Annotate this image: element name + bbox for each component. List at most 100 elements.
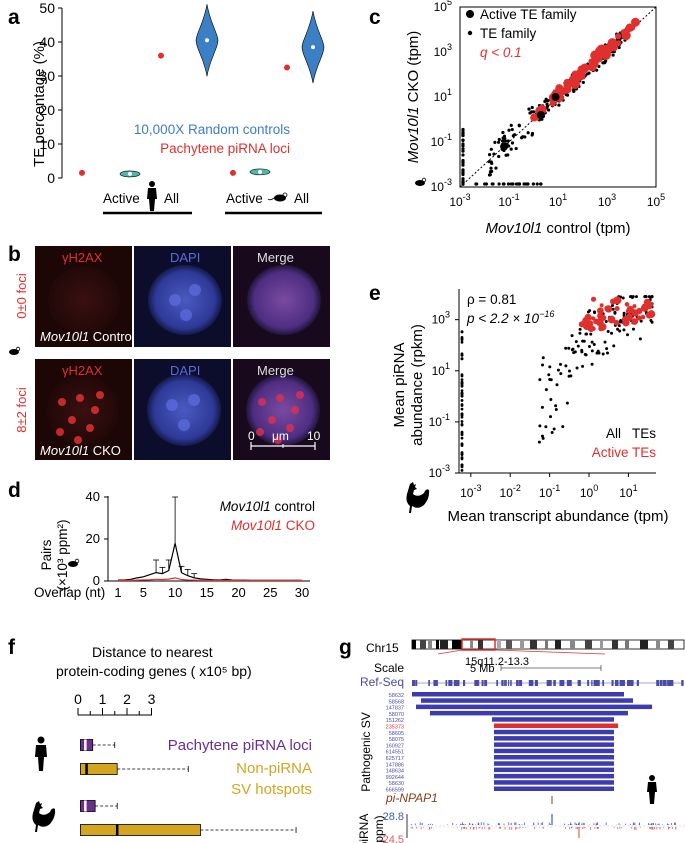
g-neg-max: -24.5 bbox=[379, 834, 404, 843]
c-point-sig bbox=[621, 30, 631, 41]
e-point bbox=[634, 295, 638, 299]
g-band-stripe bbox=[440, 640, 448, 649]
c-xtick-label: 103 bbox=[598, 192, 616, 209]
panel-a-yticks: 0 10 20 30 40 50 bbox=[39, 0, 62, 186]
c-point-edge bbox=[539, 182, 543, 186]
b-foci-count-2: 8±2 foci bbox=[14, 387, 29, 433]
e-point bbox=[571, 347, 575, 351]
a-pachytene-point bbox=[230, 169, 236, 176]
e-xtick-label: 10-3 bbox=[460, 483, 481, 500]
e-point bbox=[631, 327, 635, 331]
e-point bbox=[570, 334, 574, 338]
e-point bbox=[581, 364, 585, 368]
g-refseq-exon bbox=[445, 680, 448, 686]
c-point-edge bbox=[525, 182, 529, 186]
c-point-sig bbox=[590, 50, 600, 61]
b-r1-dapi-nucleus bbox=[148, 265, 222, 335]
c-point-sig bbox=[588, 58, 594, 64]
a-ytick-label: 0 bbox=[47, 170, 55, 186]
panel-g-letter: g bbox=[339, 636, 352, 659]
c-point bbox=[502, 134, 507, 138]
c-point bbox=[488, 170, 493, 174]
e-point bbox=[537, 440, 541, 444]
c-points bbox=[461, 17, 640, 186]
c-point bbox=[507, 128, 511, 132]
e-point-edge bbox=[460, 436, 464, 440]
b-chromocenter bbox=[188, 394, 200, 406]
b-r1-gh2ax-nucleus bbox=[48, 266, 120, 334]
e-point-edge bbox=[460, 469, 464, 472]
g-sv-id: 151262 bbox=[386, 718, 404, 724]
c-xtick-label: 10-3 bbox=[449, 192, 470, 209]
b-label-merge-2: Merge bbox=[257, 363, 294, 378]
a-violin-median bbox=[258, 169, 262, 174]
e-point bbox=[561, 425, 565, 429]
g-refseq-exon bbox=[534, 680, 537, 686]
e-point bbox=[556, 368, 560, 372]
c-point bbox=[517, 123, 521, 127]
g-refseq-exon bbox=[456, 680, 460, 686]
panel-a-legend-pachytene: Pachytene piRNA loci bbox=[160, 141, 290, 156]
mouse-icon bbox=[68, 558, 80, 567]
c-point bbox=[503, 139, 508, 143]
g-sv-bar bbox=[494, 736, 614, 741]
b-focus-merge bbox=[291, 406, 299, 414]
e-point bbox=[581, 339, 585, 343]
e-point-active bbox=[597, 312, 604, 320]
panel-a-ylabel: TE percentage (%) bbox=[31, 41, 48, 167]
d-ylabel2: (×10³ ppm²) bbox=[55, 520, 70, 591]
e-point bbox=[544, 388, 548, 392]
b-focus-merge bbox=[256, 428, 264, 436]
c-point bbox=[490, 161, 494, 165]
c-point bbox=[503, 136, 507, 141]
c-point bbox=[530, 105, 534, 110]
g-sv-bar bbox=[494, 748, 614, 754]
e-point bbox=[559, 372, 563, 376]
g-refseq-exon bbox=[614, 680, 618, 686]
g-refseq-exon bbox=[577, 680, 581, 686]
e-point bbox=[644, 295, 648, 299]
g-sv-id: 148634 bbox=[386, 769, 404, 775]
g-band-stripe bbox=[452, 640, 462, 649]
e-point-edge bbox=[460, 391, 464, 395]
g-sv-id: 160927 bbox=[386, 743, 404, 749]
g-refseq-exon bbox=[529, 680, 534, 686]
a-ytick-label: 30 bbox=[39, 68, 55, 84]
e-point-edge bbox=[460, 420, 464, 423]
c-point-edge bbox=[474, 182, 478, 186]
b-label-dapi-1: DAPI bbox=[170, 250, 200, 265]
panel-a-label-all-human: All bbox=[164, 191, 179, 206]
panel-e-letter: e bbox=[369, 282, 381, 305]
e-rho: ρ = 0.81 bbox=[467, 292, 516, 307]
c-point bbox=[527, 107, 531, 111]
e-point bbox=[605, 347, 609, 351]
e-point bbox=[586, 310, 590, 314]
e-point bbox=[552, 427, 556, 431]
e-points bbox=[460, 295, 656, 472]
d-ytick-label: 0 bbox=[93, 573, 100, 588]
g-refseq: Ref-Seq bbox=[360, 675, 404, 689]
d-xtick-label: 15 bbox=[200, 585, 214, 600]
g-refseq-exon bbox=[428, 680, 430, 686]
b-chromocenter bbox=[166, 399, 178, 411]
e-point bbox=[574, 340, 578, 344]
c-point-edge bbox=[506, 182, 511, 186]
c-point bbox=[532, 110, 536, 114]
c-point bbox=[514, 146, 518, 151]
g-sv-id: 58075 bbox=[389, 737, 404, 743]
g-refseq-exon bbox=[611, 680, 614, 686]
c-point-active bbox=[551, 93, 560, 101]
g-pirna-label1: piRNA bbox=[357, 814, 371, 843]
e-point-active bbox=[643, 298, 651, 306]
e-point-edge bbox=[460, 352, 464, 356]
e-point bbox=[541, 356, 545, 360]
b-chromocenter bbox=[178, 419, 190, 431]
e-point bbox=[544, 425, 548, 429]
b-focus-merge bbox=[276, 394, 284, 402]
g-band-stripe bbox=[656, 640, 660, 649]
g-band-stripe bbox=[570, 640, 575, 649]
b-condition-1: Mov10l1 Control bbox=[40, 329, 135, 344]
c-point bbox=[604, 59, 608, 63]
